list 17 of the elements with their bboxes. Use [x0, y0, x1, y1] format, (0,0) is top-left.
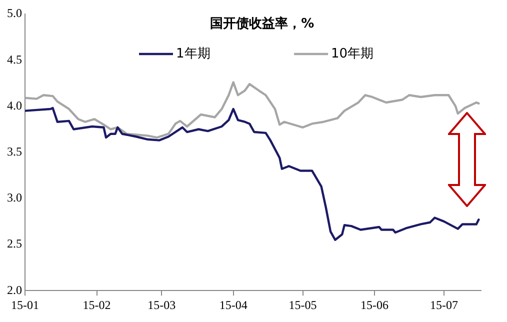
- x-tick-label: 15-05: [288, 298, 317, 312]
- chart-title: 国开债收益率，%: [210, 15, 314, 32]
- y-tick-label: 4.0: [7, 98, 22, 112]
- x-tick-label: 15-03: [148, 298, 176, 312]
- x-tick-label: 15-04: [219, 298, 248, 312]
- x-tick-label: 15-06: [360, 298, 389, 312]
- y-tick-label: 3.5: [7, 144, 22, 158]
- y-tick-label: 5.0: [7, 6, 22, 20]
- x-tick-label: 15-01: [11, 298, 39, 312]
- y-tick-label: 3.0: [7, 190, 22, 205]
- legend-label: 10年期: [331, 46, 374, 62]
- x-tick-label: 15-07: [430, 298, 458, 312]
- y-tick-label: 2.5: [7, 236, 22, 251]
- y-tick-label: 2.0: [7, 282, 22, 297]
- y-tick-label: 4.5: [7, 52, 22, 66]
- legend-label: 1年期: [176, 46, 210, 62]
- x-tick-label: 15-02: [82, 298, 111, 312]
